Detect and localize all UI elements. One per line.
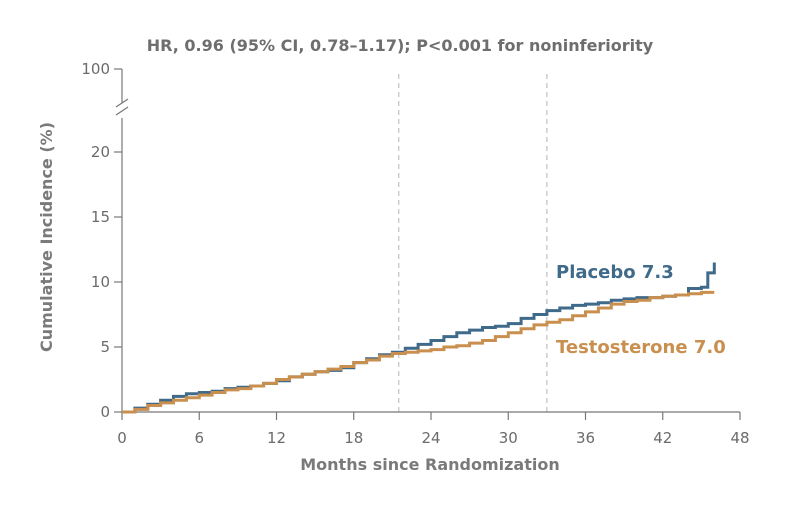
x-tick-label: 48 [730, 429, 749, 447]
x-tick-label: 12 [267, 429, 286, 447]
x-tick-label: 24 [421, 429, 440, 447]
x-tick-label: 18 [344, 429, 363, 447]
y-axis-title: Cumulative Incidence (%) [37, 122, 56, 352]
y-tick-label: 10 [91, 273, 110, 291]
y-axis-break-mark [115, 106, 129, 116]
x-tick-label: 42 [653, 429, 672, 447]
y-tick-label: 20 [91, 143, 110, 161]
chart-title: HR, 0.96 (95% CI, 0.78–1.17); P<0.001 fo… [147, 36, 654, 55]
y-tick-label: 15 [91, 208, 110, 226]
axes: 0 5 10 15 20 100 0 6 12 18 24 30 36 42 48 [81, 60, 749, 447]
x-tick-label: 6 [194, 429, 204, 447]
y-tick-label: 0 [100, 403, 110, 421]
series-lines [122, 262, 716, 414]
x-tick-label: 30 [499, 429, 518, 447]
series-line-testosterone [122, 290, 715, 414]
series-label-placebo: Placebo 7.3 [556, 262, 674, 283]
x-tick-label: 36 [576, 429, 595, 447]
reference-lines [398, 71, 548, 412]
x-axis-title: Months since Randomization [300, 455, 559, 474]
y-tick-label-top: 100 [81, 60, 110, 78]
y-tick-label: 5 [100, 338, 110, 356]
series-label-testosterone: Testosterone 7.0 [556, 337, 726, 358]
x-tick-label: 0 [117, 429, 127, 447]
